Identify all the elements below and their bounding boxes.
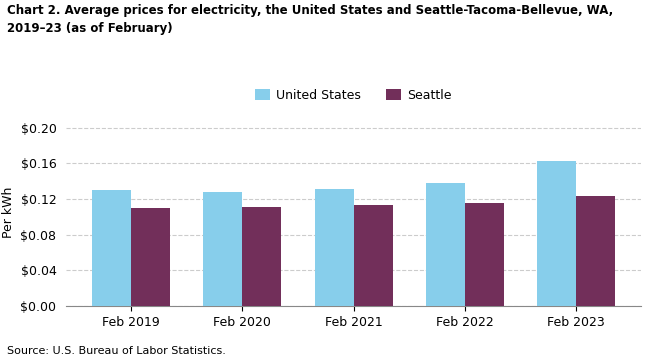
Bar (131, 208, 170, 306)
Y-axis label: Per kWh: Per kWh (2, 187, 15, 238)
Bar (315, 189, 354, 306)
Bar (465, 203, 504, 306)
Bar (576, 196, 615, 306)
Bar (93, 190, 131, 306)
Text: Source: U.S. Bureau of Labor Statistics.: Source: U.S. Bureau of Labor Statistics. (7, 346, 225, 356)
Bar (354, 205, 393, 306)
Bar (204, 192, 243, 306)
Bar (537, 161, 576, 306)
Text: Chart 2. Average prices for electricity, the United States and Seattle-Tacoma-Be: Chart 2. Average prices for electricity,… (7, 4, 613, 35)
Legend: United States, Seattle: United States, Seattle (251, 84, 457, 107)
Bar (243, 207, 282, 306)
Bar (426, 183, 465, 306)
